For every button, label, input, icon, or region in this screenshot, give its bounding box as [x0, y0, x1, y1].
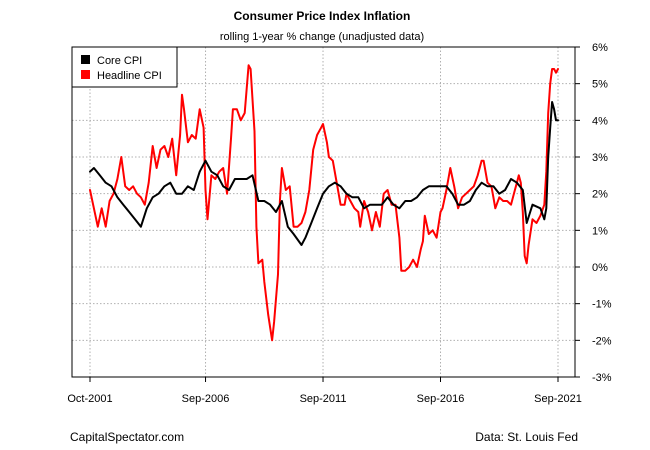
y-tick-label: 3% — [592, 152, 608, 164]
series-line-core-cpi — [89, 101, 559, 246]
legend-label-core-cpi: Core CPI — [97, 55, 142, 67]
axis-ticks: 6% 5% 4% 3% 2% 1% 0% -1% -2% -3% Oct-2001 Sep-2006 S… — [67, 42, 611, 405]
x-tick-label: Sep-2006 — [182, 393, 230, 405]
series-line-headline-cpi — [89, 64, 559, 342]
legend-swatch-headline-cpi — [81, 70, 90, 79]
grid-lines — [72, 46, 575, 378]
x-tick-label: Sep-2011 — [300, 393, 347, 405]
x-tick-label: Sep-2016 — [417, 393, 465, 405]
chart-title: Consumer Price Index Inflation — [234, 9, 411, 23]
footer-data-credit: Data: St. Louis Fed — [475, 430, 578, 444]
legend-box — [71, 46, 178, 88]
y-tick-label: 6% — [592, 42, 608, 54]
y-tick-label: 2% — [592, 189, 608, 201]
y-tick-label: -2% — [592, 335, 612, 347]
plot-frame — [71, 46, 576, 378]
legend-swatch-core-cpi — [81, 55, 90, 64]
y-tick-label: 4% — [592, 115, 608, 127]
chart-subtitle: rolling 1-year % change (unadjusted data… — [220, 31, 424, 43]
y-tick-label: 1% — [592, 225, 608, 237]
legend: Core CPI Headline CPI — [71, 46, 178, 88]
y-tick-label: -1% — [592, 299, 612, 311]
legend-label-headline-cpi: Headline CPI — [97, 70, 162, 82]
x-tick-label: Oct-2001 — [67, 393, 112, 405]
x-tick-label: Sep-2021 — [534, 393, 582, 405]
footer-source-site: CapitalSpectator.com — [70, 430, 185, 444]
y-tick-label: -3% — [592, 372, 612, 384]
y-tick-label: 0% — [592, 262, 608, 274]
y-tick-label: 5% — [592, 79, 608, 91]
series-layer — [89, 64, 559, 342]
